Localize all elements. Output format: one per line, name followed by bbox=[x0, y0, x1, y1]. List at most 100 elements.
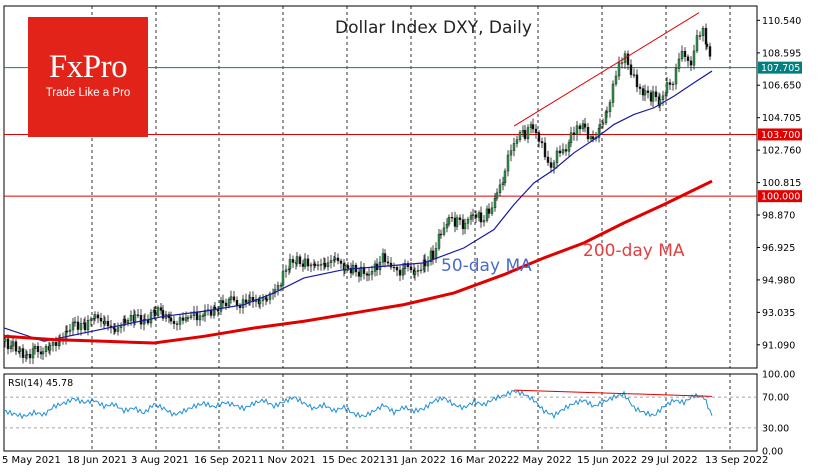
candle-body bbox=[632, 74, 636, 76]
candle-body bbox=[279, 285, 283, 287]
x-tick-label: 16 Mar 2022 bbox=[450, 455, 513, 466]
candle-body bbox=[463, 223, 467, 229]
candle-body bbox=[357, 271, 361, 277]
fxpro-logo: FxPro Trade Like a Pro bbox=[28, 17, 148, 137]
candle-body bbox=[339, 260, 343, 264]
x-tick-label: 13 Sep 2022 bbox=[705, 455, 768, 466]
candle-body bbox=[445, 223, 449, 229]
candle-body bbox=[439, 233, 443, 236]
candle-body bbox=[437, 233, 441, 249]
candle-body bbox=[677, 58, 681, 69]
candle-body bbox=[490, 207, 494, 214]
candle-body bbox=[343, 265, 347, 271]
candle-body bbox=[469, 215, 473, 220]
candle-body bbox=[39, 351, 43, 355]
candle-body bbox=[526, 127, 530, 139]
candle-body bbox=[537, 132, 541, 142]
candle-body bbox=[509, 150, 513, 156]
candle-body bbox=[25, 354, 29, 356]
candle-body bbox=[11, 341, 15, 347]
candle-body bbox=[306, 258, 310, 267]
candle-body bbox=[383, 253, 387, 263]
candle-body bbox=[620, 62, 624, 64]
candle-body bbox=[51, 342, 55, 346]
candle-body bbox=[578, 125, 582, 130]
candle-body bbox=[251, 297, 255, 302]
candle-body bbox=[658, 99, 662, 106]
candle-body bbox=[362, 266, 366, 274]
candle-body bbox=[298, 256, 302, 265]
rsi-tick-label: 100.00 bbox=[762, 370, 795, 381]
candle-body bbox=[531, 124, 535, 130]
x-tick-label: 1 Nov 2021 bbox=[258, 455, 316, 466]
candle-body bbox=[434, 248, 438, 260]
candle-body bbox=[232, 296, 236, 301]
rsi-tick-label: 0.00 bbox=[762, 447, 783, 458]
candle-body bbox=[683, 50, 687, 58]
candle-body bbox=[238, 305, 242, 308]
candle-body bbox=[695, 35, 699, 52]
y-tick-label: 110.540 bbox=[762, 16, 801, 27]
candle-body bbox=[54, 342, 58, 346]
candle-body bbox=[540, 141, 544, 144]
candle-body bbox=[512, 143, 516, 151]
candle-body bbox=[471, 214, 475, 216]
candle-body bbox=[241, 299, 245, 308]
candle-body bbox=[392, 266, 396, 269]
candle-body bbox=[309, 264, 313, 267]
candle-body bbox=[493, 197, 497, 209]
candle-body bbox=[534, 128, 538, 134]
candle-body bbox=[474, 214, 478, 218]
candle-body bbox=[288, 259, 292, 270]
candle-body bbox=[419, 269, 423, 271]
candle-body bbox=[665, 82, 669, 94]
candle-body bbox=[333, 257, 337, 260]
candle-body bbox=[543, 142, 547, 158]
candle-body bbox=[96, 314, 100, 319]
candle-body bbox=[18, 348, 22, 352]
candle-body bbox=[416, 270, 420, 272]
y-tick-label: 106.650 bbox=[762, 81, 801, 92]
candle-body bbox=[561, 149, 565, 154]
candle-body bbox=[555, 150, 559, 164]
candle-body bbox=[447, 217, 451, 225]
candle-body bbox=[229, 296, 233, 300]
candle-body bbox=[36, 346, 40, 353]
candle-body bbox=[479, 212, 483, 223]
candle-body bbox=[386, 261, 390, 264]
candle-body bbox=[646, 90, 650, 93]
y-tick-label: 98.870 bbox=[762, 211, 795, 222]
candle-body bbox=[581, 123, 585, 130]
candle-body bbox=[359, 266, 363, 277]
level-label-box bbox=[758, 61, 802, 74]
candle-body bbox=[235, 300, 239, 306]
candle-body bbox=[172, 320, 176, 324]
candle-body bbox=[552, 162, 556, 168]
x-tick-label: 29 Jul 2022 bbox=[641, 455, 698, 466]
candle-body bbox=[248, 297, 252, 301]
candle-body bbox=[153, 309, 157, 316]
candle-body bbox=[73, 321, 77, 323]
candle-body bbox=[698, 35, 702, 37]
x-tick-label: 3 Aug 2021 bbox=[131, 455, 189, 466]
candle-body bbox=[498, 184, 502, 194]
candle-body bbox=[583, 123, 587, 128]
candle-body bbox=[572, 132, 576, 135]
candle-body bbox=[195, 311, 199, 321]
candle-body bbox=[482, 220, 486, 223]
candle-body bbox=[133, 314, 137, 322]
candle-body bbox=[336, 257, 340, 262]
candle-body bbox=[651, 91, 655, 102]
candle-body bbox=[450, 217, 454, 219]
level-label: 100.000 bbox=[761, 192, 800, 203]
candle-body bbox=[14, 341, 18, 352]
x-tick-label: 2 May 2022 bbox=[513, 455, 572, 466]
candle-body bbox=[48, 345, 52, 351]
candle-body bbox=[549, 162, 553, 168]
level-label: 103.700 bbox=[761, 130, 800, 141]
candle-body bbox=[198, 315, 202, 321]
rsi-panel-frame bbox=[3, 373, 758, 452]
candle-body bbox=[506, 154, 510, 172]
candle-body bbox=[608, 102, 612, 112]
rsi-title: RSI(14) 45.78 bbox=[8, 378, 73, 389]
